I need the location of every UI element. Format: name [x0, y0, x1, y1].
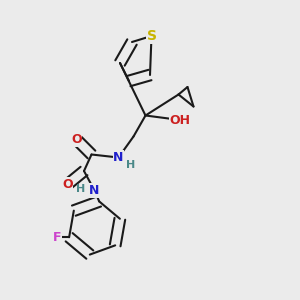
Text: O: O	[62, 178, 73, 191]
Text: N: N	[113, 151, 124, 164]
Text: O: O	[71, 133, 82, 146]
Text: H: H	[126, 160, 135, 170]
Text: F: F	[53, 231, 62, 244]
Text: N: N	[89, 184, 100, 197]
Text: OH: OH	[169, 113, 190, 127]
Text: H: H	[76, 184, 85, 194]
Text: S: S	[146, 29, 157, 43]
